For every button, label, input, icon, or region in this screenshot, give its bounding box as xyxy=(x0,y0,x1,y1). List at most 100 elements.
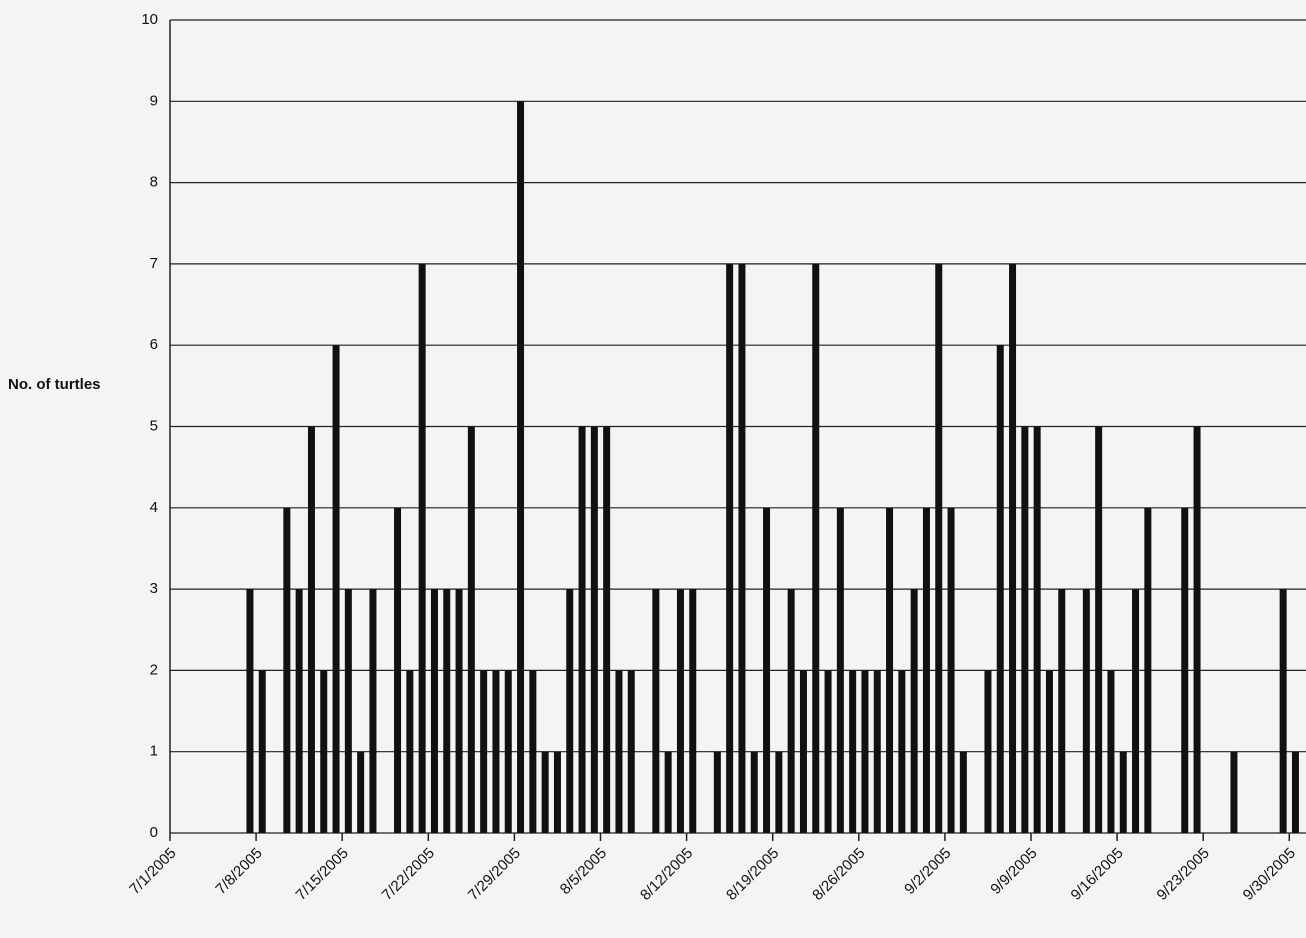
bar xyxy=(726,263,734,833)
bar xyxy=(344,589,352,833)
bar xyxy=(320,670,328,833)
bar xyxy=(307,426,315,833)
bar xyxy=(480,670,488,833)
bar xyxy=(529,670,537,833)
x-tick-label: 9/2/2005 xyxy=(901,845,954,898)
y-axis-label: No. of turtles xyxy=(8,376,101,393)
bar xyxy=(898,670,906,833)
bar xyxy=(812,263,820,833)
bar xyxy=(738,263,746,833)
bar xyxy=(984,670,992,833)
bar xyxy=(443,589,451,833)
bar xyxy=(1144,507,1152,833)
bar xyxy=(775,751,783,833)
bar xyxy=(799,670,807,833)
y-tick-label: 2 xyxy=(150,661,158,678)
x-tick-label: 9/30/2005 xyxy=(1240,845,1299,904)
y-tick-label: 6 xyxy=(150,336,158,353)
bar xyxy=(750,751,758,833)
bar xyxy=(492,670,500,833)
bar xyxy=(861,670,869,833)
bar xyxy=(836,507,844,833)
bar xyxy=(996,345,1004,833)
x-tick-label: 7/22/2005 xyxy=(379,845,438,904)
x-tick-label: 7/1/2005 xyxy=(126,845,179,898)
bar xyxy=(689,589,697,833)
bar xyxy=(1279,589,1287,833)
y-tick-label: 4 xyxy=(150,499,158,516)
bar xyxy=(959,751,967,833)
bar xyxy=(886,507,894,833)
bar xyxy=(1045,670,1053,833)
y-tick-label: 3 xyxy=(150,580,158,597)
bar xyxy=(295,589,303,833)
x-tick-label: 8/26/2005 xyxy=(809,845,868,904)
bar xyxy=(652,589,660,833)
bar xyxy=(603,426,611,833)
bar xyxy=(357,751,365,833)
bar xyxy=(1033,426,1041,833)
bar xyxy=(578,426,586,833)
bar xyxy=(676,589,684,833)
bar xyxy=(1291,751,1299,833)
bar xyxy=(566,589,574,833)
bar xyxy=(922,507,930,833)
bar xyxy=(1230,751,1238,833)
x-tick-label: 7/29/2005 xyxy=(465,845,524,904)
bar xyxy=(713,751,721,833)
bar xyxy=(664,751,672,833)
bar xyxy=(455,589,463,833)
bar xyxy=(504,670,512,833)
bar xyxy=(258,670,266,833)
x-tick-label: 9/23/2005 xyxy=(1154,845,1213,904)
bar xyxy=(787,589,795,833)
bar xyxy=(1119,751,1127,833)
bar xyxy=(283,507,291,833)
y-tick-label: 5 xyxy=(150,417,158,434)
bar xyxy=(332,345,340,833)
y-tick-label: 7 xyxy=(150,255,158,272)
bar xyxy=(1058,589,1066,833)
y-tick-label: 10 xyxy=(141,11,158,28)
bar xyxy=(873,670,881,833)
y-tick-label: 0 xyxy=(150,824,158,841)
bar xyxy=(1132,589,1140,833)
bar xyxy=(430,589,438,833)
x-tick-label: 9/16/2005 xyxy=(1068,845,1127,904)
bar xyxy=(517,101,525,834)
x-tick-label: 9/9/2005 xyxy=(987,845,1040,898)
bar xyxy=(910,589,918,833)
bar xyxy=(947,507,955,833)
bar xyxy=(935,263,943,833)
bar xyxy=(369,589,377,833)
bar xyxy=(1082,589,1090,833)
y-tick-label: 9 xyxy=(150,92,158,109)
x-tick-label: 8/5/2005 xyxy=(557,845,610,898)
bar xyxy=(553,751,561,833)
bar xyxy=(1107,670,1115,833)
bar xyxy=(763,507,771,833)
x-tick-label: 8/12/2005 xyxy=(637,845,696,904)
bar xyxy=(1009,263,1017,833)
bar xyxy=(824,670,832,833)
bar xyxy=(1193,426,1201,833)
bar xyxy=(590,426,598,833)
bar xyxy=(849,670,857,833)
y-tick-label: 8 xyxy=(150,174,158,191)
bar xyxy=(627,670,635,833)
bar xyxy=(394,507,402,833)
bar xyxy=(1021,426,1029,833)
bar xyxy=(615,670,623,833)
x-tick-label: 7/15/2005 xyxy=(293,845,352,904)
bar xyxy=(1181,507,1189,833)
bar xyxy=(541,751,549,833)
bar xyxy=(1095,426,1103,833)
bar xyxy=(406,670,414,833)
bar xyxy=(467,426,475,833)
y-tick-label: 1 xyxy=(150,743,158,760)
x-tick-label: 7/8/2005 xyxy=(212,845,265,898)
bar xyxy=(246,589,254,833)
bar xyxy=(418,263,426,833)
x-tick-label: 8/19/2005 xyxy=(723,845,782,904)
